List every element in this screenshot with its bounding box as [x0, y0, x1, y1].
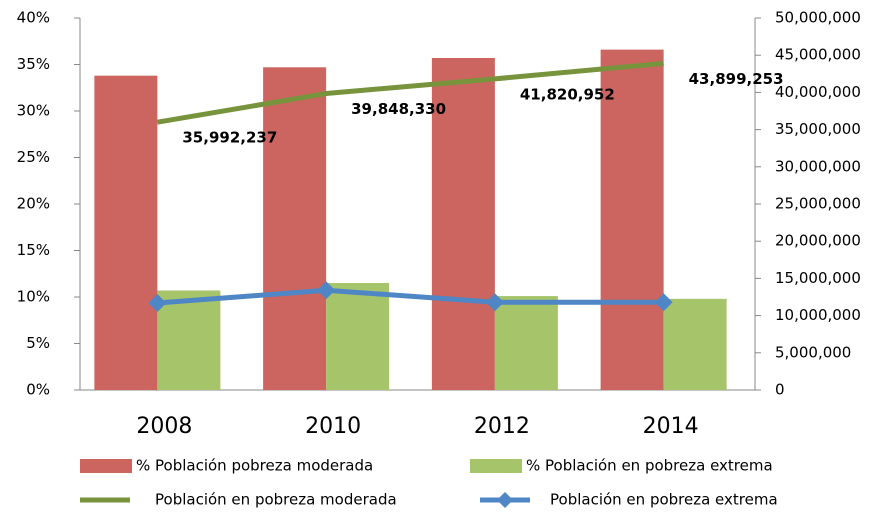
- marker: [654, 293, 673, 312]
- value-label: 41,820,952: [520, 85, 615, 103]
- bar: [663, 298, 727, 390]
- bar: [494, 296, 558, 390]
- y-tick-label: 35%: [17, 55, 50, 73]
- y-tick-label: 25%: [17, 148, 50, 166]
- marker: [485, 293, 504, 312]
- value-label: 39,848,330: [351, 100, 446, 118]
- marker: [148, 293, 167, 312]
- x-tick-label: 2010: [305, 414, 361, 439]
- legend-label: Población en pobreza moderada: [155, 491, 397, 509]
- y-tick-label: 5%: [26, 334, 50, 352]
- y2-tick-label: 35,000,000: [775, 120, 861, 138]
- y2-tick-label: 10,000,000: [775, 306, 861, 324]
- y-tick-label: 20%: [17, 195, 50, 213]
- legend-label: % Población en pobreza extrema: [526, 457, 773, 475]
- legend-swatch: [470, 459, 522, 473]
- legend-label: % Población pobreza moderada: [136, 457, 373, 475]
- legend-marker: [497, 492, 513, 508]
- x-tick-label: 2012: [474, 414, 530, 439]
- y-tick-label: 30%: [17, 102, 50, 120]
- legend-label: Población en pobreza extrema: [550, 491, 778, 509]
- y2-tick-label: 30,000,000: [775, 157, 861, 175]
- y2-tick-label: 50,000,000: [775, 9, 861, 27]
- y-tick-label: 40%: [17, 9, 50, 27]
- bar: [326, 283, 390, 390]
- y-tick-label: 10%: [17, 288, 50, 306]
- value-label: 43,899,253: [689, 70, 784, 88]
- y2-tick-label: 20,000,000: [775, 232, 861, 250]
- y2-tick-label: 25,000,000: [775, 195, 861, 213]
- line: [157, 287, 664, 306]
- line: [156, 60, 664, 125]
- x-tick-label: 2008: [136, 414, 192, 439]
- y2-tick-label: 40,000,000: [775, 83, 861, 101]
- y2-tick-label: 15,000,000: [775, 269, 861, 287]
- bar: [600, 49, 664, 391]
- y-tick-label: 15%: [17, 241, 50, 259]
- bar: [431, 57, 495, 391]
- y2-tick-label: 5,000,000: [775, 343, 851, 361]
- y2-tick-label: 45,000,000: [775, 46, 861, 64]
- bar: [263, 67, 327, 390]
- y-tick-label: 0%: [26, 381, 50, 399]
- y2-tick-label: 0: [775, 381, 785, 399]
- value-label: 35,992,237: [182, 129, 277, 147]
- legend-swatch: [80, 459, 132, 473]
- x-tick-label: 2014: [643, 414, 699, 439]
- bar: [157, 290, 221, 390]
- marker: [317, 281, 336, 300]
- bar: [94, 75, 158, 390]
